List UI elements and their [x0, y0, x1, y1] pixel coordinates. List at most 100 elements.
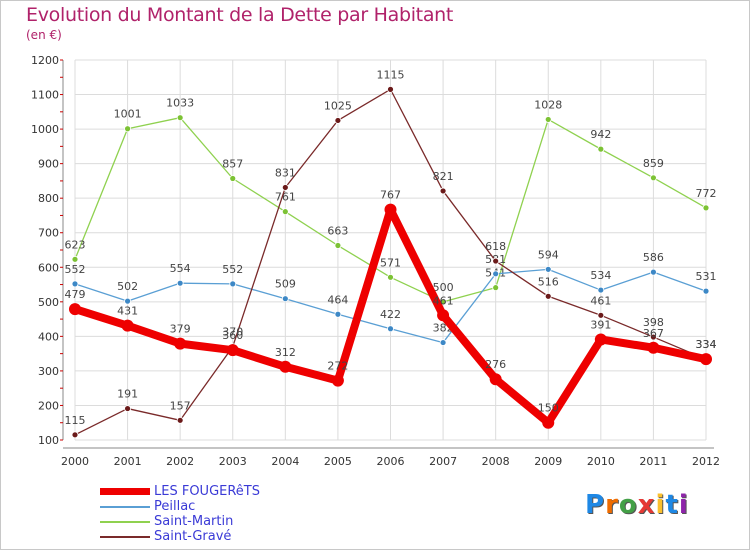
data-point-peillac — [439, 339, 447, 346]
line-chart: 100 200 300 400 500 600 700 800 900 1000 1100 1200 2… — [31, 54, 720, 468]
logo-letter: i — [678, 490, 689, 520]
y-tick-label: 600 — [38, 261, 59, 274]
data-label-saint-martin: 942 — [590, 128, 611, 141]
data-label-les-fouger-ts: 391 — [590, 318, 611, 331]
x-tick-label: 2009 — [534, 455, 562, 468]
data-point-peillac — [124, 297, 131, 305]
data-label-peillac: 422 — [380, 308, 401, 321]
logo-letter: r — [605, 490, 619, 520]
legend-swatch — [100, 536, 150, 538]
data-point-peillac — [492, 270, 500, 278]
data-label-saint-grav-: 821 — [433, 170, 454, 183]
x-tick-label: 2012 — [692, 455, 720, 468]
data-point-saint-martin — [176, 114, 184, 122]
data-label-les-fouger-ts: 150 — [538, 402, 559, 415]
data-point-les-fouger-ts — [69, 303, 81, 316]
x-tick-label: 2011 — [639, 455, 667, 468]
data-label-saint-martin: 1001 — [114, 108, 142, 121]
logo-letter: o — [618, 490, 638, 520]
data-label-les-fouger-ts: 479 — [65, 288, 86, 301]
data-point-les-fouger-ts — [594, 333, 607, 346]
x-tick-label: 2003 — [219, 455, 247, 468]
data-label-saint-grav-: 370 — [222, 326, 243, 339]
x-tick-label: 2006 — [377, 455, 405, 468]
y-tick-label: 200 — [38, 399, 59, 412]
logo-letter: t — [665, 490, 679, 520]
data-label-saint-martin: 859 — [643, 157, 664, 170]
data-label-les-fouger-ts: 379 — [170, 323, 191, 336]
y-tick-label: 500 — [38, 296, 59, 309]
y-tick-label: 300 — [38, 365, 59, 378]
data-label-saint-grav-: 516 — [538, 275, 559, 288]
chart-title: Evolution du Montant de la Dette par Hab… — [26, 4, 454, 26]
legend-label: Saint-Martin — [154, 514, 234, 529]
x-tick-label: 2004 — [271, 455, 299, 468]
data-point-peillac — [71, 280, 79, 288]
data-label-peillac: 502 — [117, 280, 138, 293]
data-point-saint-grav- — [597, 311, 605, 319]
x-tick-label: 2007 — [429, 455, 457, 468]
data-point-saint-grav- — [176, 416, 184, 424]
data-point-saint-martin — [387, 273, 394, 281]
data-point-les-fouger-ts — [647, 341, 660, 354]
y-tick-label: 1200 — [31, 54, 59, 67]
data-label-les-fouger-ts: 767 — [380, 189, 401, 202]
data-point-les-fouger-ts — [700, 353, 712, 366]
logo-letter: x — [637, 490, 656, 520]
data-point-peillac — [281, 295, 289, 303]
y-tick-label: 100 — [38, 434, 59, 447]
logo-letter: i — [655, 490, 666, 520]
data-point-saint-martin — [597, 145, 605, 153]
data-label-saint-grav-: 461 — [590, 294, 611, 307]
data-point-les-fouger-ts — [121, 319, 134, 332]
data-point-saint-grav- — [124, 405, 131, 412]
data-label-les-fouger-ts: 360 — [222, 329, 243, 342]
data-label-peillac: 509 — [275, 278, 296, 291]
data-point-saint-martin — [492, 284, 500, 292]
data-point-saint-grav- — [439, 187, 447, 195]
data-label-saint-grav-: 191 — [117, 388, 138, 401]
legend-label: LES FOUGERêTS — [154, 484, 260, 499]
data-point-saint-grav- — [650, 333, 657, 341]
x-tick-label: 2005 — [324, 455, 352, 468]
data-point-saint-martin — [334, 242, 342, 249]
y-tick-label: 900 — [38, 158, 59, 171]
data-point-peillac — [387, 325, 394, 333]
y-tick-label: 1000 — [31, 123, 59, 136]
legend-swatch — [100, 521, 150, 523]
logo-letter: P — [585, 490, 606, 520]
data-point-peillac — [544, 265, 552, 273]
data-label-les-fouger-ts: 431 — [117, 305, 138, 318]
data-label-peillac: 586 — [643, 251, 664, 264]
data-label-saint-martin: 571 — [380, 256, 401, 269]
legend-label: Saint-Gravé — [154, 529, 232, 544]
x-tick-label: 2000 — [61, 455, 89, 468]
data-label-saint-martin: 857 — [222, 157, 243, 170]
chart-subtitle: (en €) — [26, 28, 62, 42]
legend-swatch — [100, 488, 150, 495]
data-point-saint-martin — [124, 125, 131, 133]
data-label-peillac: 594 — [538, 248, 559, 261]
data-label-saint-martin: 1028 — [534, 98, 562, 111]
data-point-les-fouger-ts — [174, 337, 187, 350]
data-label-les-fouger-ts: 367 — [643, 327, 664, 340]
data-label-saint-martin: 500 — [433, 281, 454, 294]
data-label-saint-grav-: 1025 — [324, 99, 352, 112]
x-tick-label: 2002 — [166, 455, 194, 468]
data-point-les-fouger-ts — [542, 416, 555, 429]
data-point-les-fouger-ts — [226, 344, 239, 357]
data-label-saint-martin: 663 — [327, 225, 348, 238]
data-label-les-fouger-ts: 312 — [275, 346, 296, 359]
data-point-saint-grav- — [387, 85, 394, 93]
data-label-peillac: 464 — [327, 293, 348, 306]
data-point-saint-grav- — [71, 431, 79, 439]
data-label-saint-grav-: 157 — [170, 399, 191, 412]
data-label-saint-martin: 761 — [275, 191, 296, 204]
data-label-saint-grav-: 831 — [275, 166, 296, 179]
y-tick-label: 1100 — [31, 89, 59, 102]
y-tick-label: 700 — [38, 227, 59, 240]
data-point-les-fouger-ts — [279, 360, 292, 373]
data-label-peillac: 552 — [65, 263, 86, 276]
data-point-les-fouger-ts — [437, 309, 450, 322]
